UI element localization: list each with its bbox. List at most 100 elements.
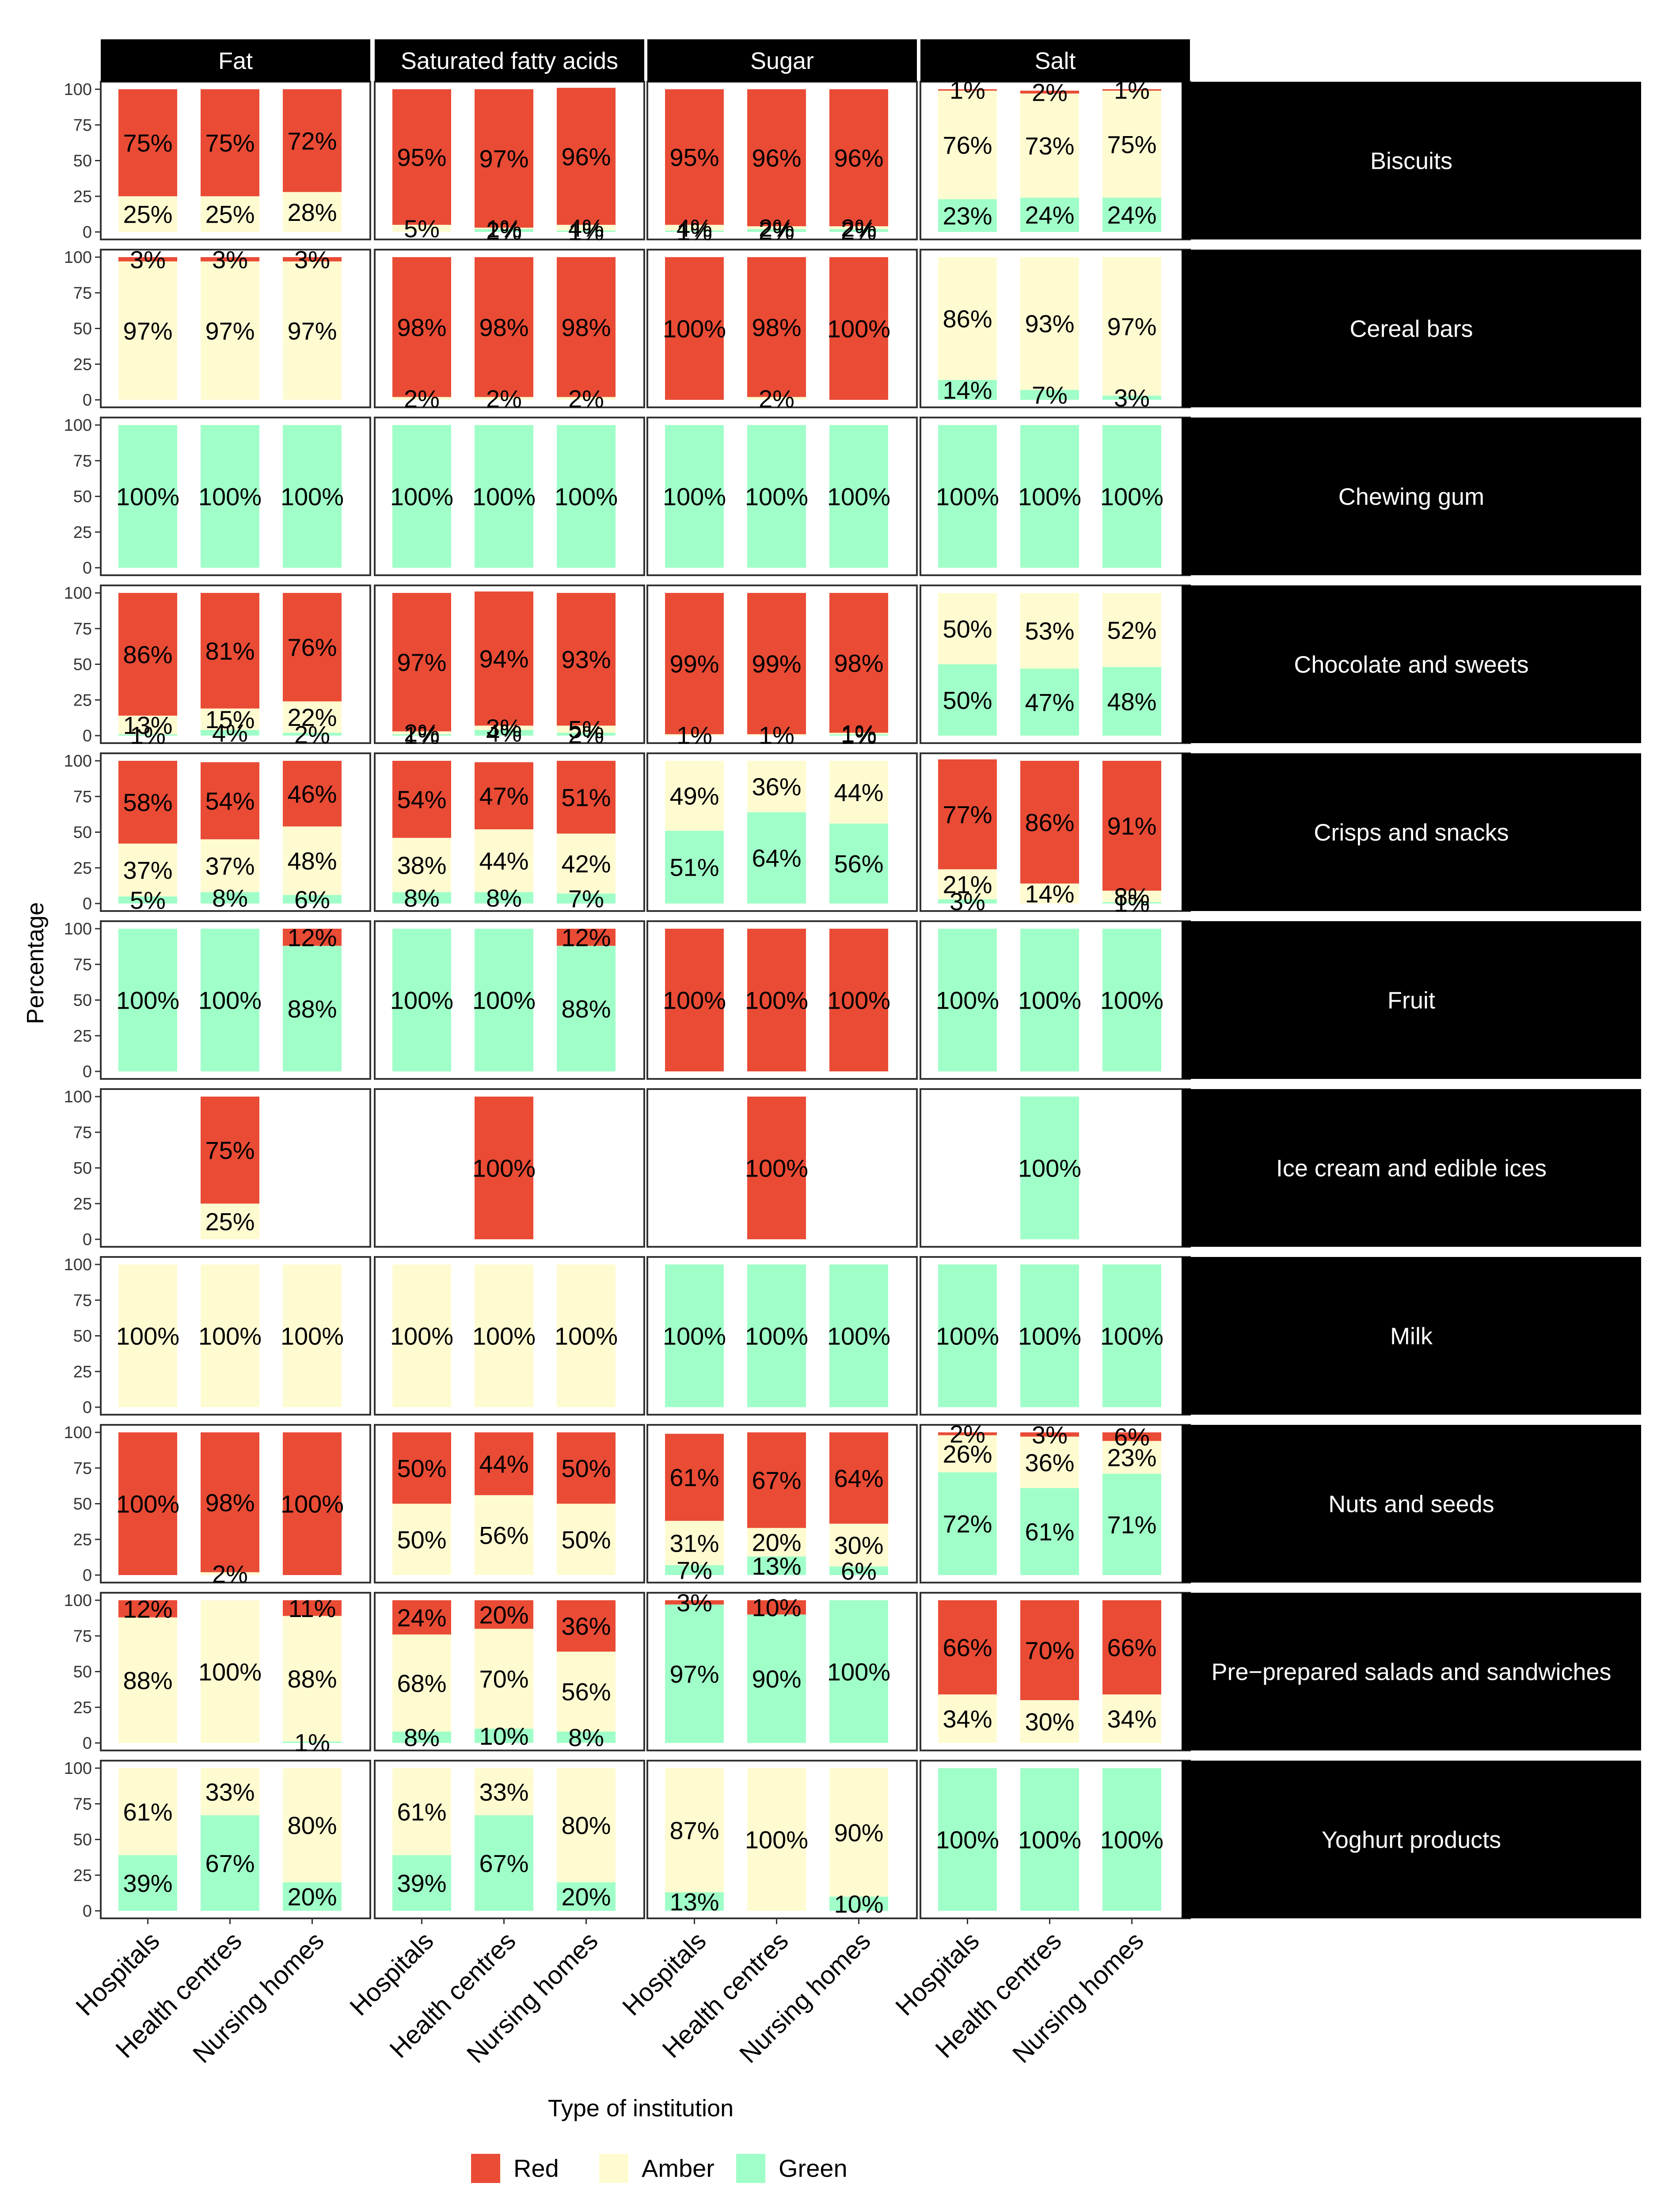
bar-amber <box>475 397 533 400</box>
data-label-amber: 23% <box>1107 1444 1156 1472</box>
bar-red <box>557 87 616 225</box>
data-label-amber: 36% <box>1025 1449 1074 1477</box>
data-label-amber: 61% <box>123 1798 172 1826</box>
data-label-green: 48% <box>1107 687 1156 715</box>
bar-amber <box>118 1617 177 1743</box>
y-tick-label: 50 <box>73 1663 92 1682</box>
data-label-amber: 30% <box>834 1531 883 1559</box>
data-label-green: 7% <box>568 885 604 913</box>
bar-amber <box>1020 883 1079 904</box>
bar-green <box>475 730 533 736</box>
bar-amber <box>283 1264 342 1407</box>
data-label-red: 95% <box>397 143 446 171</box>
bar-red <box>557 761 616 834</box>
data-label-green: 100% <box>1100 483 1163 511</box>
data-label-green: 88% <box>287 995 337 1023</box>
row-strip-bg-3 <box>1182 585 1641 743</box>
bar-green <box>475 1728 533 1743</box>
strip-label-0: Fat <box>218 48 253 74</box>
bar-green <box>118 1855 177 1911</box>
data-label-green: 13% <box>752 1552 801 1580</box>
data-label-amber: 33% <box>205 1778 255 1806</box>
bar-green <box>557 733 616 736</box>
data-label-green: 100% <box>1018 987 1081 1014</box>
data-label-green: 1% <box>568 217 604 245</box>
strip-bg-1 <box>375 39 644 82</box>
data-label-red: 3% <box>212 246 248 273</box>
data-label-green: 100% <box>745 483 808 511</box>
bar-red <box>829 257 888 400</box>
data-label-green: 100% <box>745 1322 808 1350</box>
bar-green <box>557 1731 616 1743</box>
data-label-amber: 2% <box>404 385 440 413</box>
data-label-green: 50% <box>943 686 992 714</box>
bar-green <box>938 1768 997 1911</box>
strip-bg-3 <box>920 39 1190 82</box>
data-label-red: 11% <box>289 1595 336 1622</box>
data-label-green: 71% <box>1107 1511 1156 1538</box>
bar-green <box>829 1264 888 1407</box>
y-tick-label: 50 <box>73 488 92 506</box>
data-label-green: 100% <box>1018 1154 1081 1182</box>
bar-green <box>1102 1264 1161 1407</box>
bar-green <box>1102 197 1161 232</box>
legend-swatch-green <box>736 2154 765 2183</box>
bar-amber <box>829 1768 888 1897</box>
data-label-green: 8% <box>404 884 440 912</box>
data-label-amber: 49% <box>669 782 719 810</box>
bar-amber <box>392 1503 451 1575</box>
data-label-green: 20% <box>561 1883 611 1911</box>
data-label-amber: 86% <box>943 305 992 333</box>
data-label-red: 54% <box>205 787 255 815</box>
legend-swatch-amber <box>599 2154 628 2183</box>
bar-green <box>201 892 259 904</box>
bar-green <box>283 895 342 904</box>
y-tick-label: 100 <box>64 80 92 99</box>
bar-green <box>1102 902 1161 904</box>
data-label-amber: 68% <box>397 1669 446 1697</box>
bar-amber <box>283 1768 342 1883</box>
data-label-amber: 4% <box>677 214 712 242</box>
row-strip-label-1: Cereal bars <box>1349 316 1473 342</box>
data-label-green: 39% <box>397 1869 446 1897</box>
bar-red <box>1102 761 1161 891</box>
strip-bg-2 <box>647 39 917 82</box>
row-strip-label-3: Chocolate and sweets <box>1294 652 1528 678</box>
data-label-green: 39% <box>123 1869 172 1897</box>
y-tick-label: 25 <box>73 1195 92 1213</box>
bar-red <box>665 1600 724 1605</box>
data-label-green: 100% <box>472 987 536 1014</box>
row-strip-label-6: Ice cream and edible ices <box>1276 1155 1547 1182</box>
bar-green <box>392 1855 451 1911</box>
data-label-green: 51% <box>669 854 719 881</box>
data-label-green: 90% <box>752 1665 801 1693</box>
bar-amber <box>201 1264 259 1407</box>
data-label-green: 100% <box>936 987 999 1014</box>
data-label-amber: 100% <box>745 1826 808 1854</box>
data-label-green: 8% <box>212 884 248 912</box>
data-label-green: 64% <box>752 844 801 872</box>
data-label-green: 1% <box>677 217 712 245</box>
data-label-green: 100% <box>936 1826 999 1854</box>
bar-red <box>201 762 259 839</box>
data-label-layer: 25%75%25%75%28%72%5%95%2%1%97%1%4%96%1%4… <box>116 76 1163 1918</box>
bar-red <box>1020 1432 1079 1437</box>
row-strip-bg-0 <box>1182 82 1641 239</box>
data-label-amber: 37% <box>123 856 172 884</box>
bar-amber <box>392 1768 451 1856</box>
data-label-red: 100% <box>472 1154 536 1182</box>
bar-amber <box>1020 1700 1079 1743</box>
bar-red <box>118 761 177 844</box>
legend-swatch-red <box>471 2154 500 2183</box>
bar-green <box>829 425 888 568</box>
strip-bg-0 <box>101 39 370 82</box>
data-label-amber: 56% <box>561 1678 611 1706</box>
y-tick-label: 0 <box>83 1230 92 1249</box>
y-tick-label: 75 <box>73 956 92 974</box>
bar-red <box>283 929 342 946</box>
bar-amber <box>557 725 616 733</box>
data-label-amber: 50% <box>561 1526 611 1553</box>
data-label-amber: 20% <box>752 1529 801 1557</box>
bar-green <box>557 945 616 1071</box>
bar-amber <box>665 734 724 736</box>
